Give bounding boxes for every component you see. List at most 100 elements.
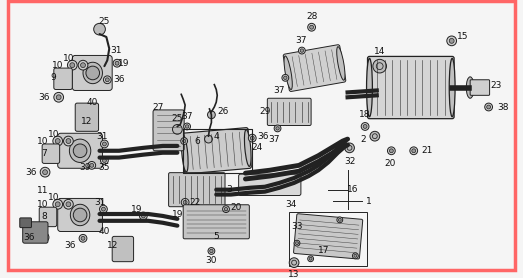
Text: 26: 26 bbox=[218, 107, 229, 116]
Circle shape bbox=[283, 76, 287, 80]
Circle shape bbox=[223, 206, 230, 213]
Text: 17: 17 bbox=[317, 247, 329, 255]
Circle shape bbox=[276, 127, 279, 130]
FancyBboxPatch shape bbox=[72, 55, 112, 90]
FancyBboxPatch shape bbox=[267, 98, 311, 125]
Text: 29: 29 bbox=[259, 107, 270, 116]
Circle shape bbox=[81, 236, 85, 240]
FancyBboxPatch shape bbox=[283, 45, 346, 91]
Circle shape bbox=[53, 136, 63, 146]
Circle shape bbox=[361, 123, 369, 130]
Text: 34: 34 bbox=[286, 200, 297, 209]
Text: 36: 36 bbox=[257, 132, 269, 141]
Ellipse shape bbox=[367, 58, 372, 117]
Text: 36: 36 bbox=[113, 75, 125, 84]
Circle shape bbox=[309, 257, 312, 260]
Circle shape bbox=[99, 205, 107, 213]
Circle shape bbox=[183, 139, 186, 143]
Text: 15: 15 bbox=[457, 33, 468, 41]
FancyBboxPatch shape bbox=[20, 218, 31, 228]
Text: 19: 19 bbox=[131, 205, 142, 214]
Circle shape bbox=[282, 75, 289, 81]
Text: 16: 16 bbox=[347, 185, 358, 194]
Text: 23: 23 bbox=[491, 81, 502, 90]
Circle shape bbox=[412, 149, 416, 153]
Circle shape bbox=[56, 95, 61, 100]
FancyBboxPatch shape bbox=[58, 198, 103, 232]
Circle shape bbox=[79, 234, 87, 242]
Ellipse shape bbox=[284, 56, 292, 90]
Text: 13: 13 bbox=[288, 270, 300, 278]
Circle shape bbox=[67, 60, 77, 70]
Circle shape bbox=[54, 92, 64, 102]
FancyBboxPatch shape bbox=[54, 68, 72, 90]
FancyBboxPatch shape bbox=[238, 174, 301, 195]
Circle shape bbox=[210, 249, 213, 253]
Circle shape bbox=[103, 158, 106, 162]
FancyBboxPatch shape bbox=[183, 205, 249, 239]
FancyBboxPatch shape bbox=[112, 236, 133, 262]
Text: 19: 19 bbox=[118, 59, 130, 68]
Circle shape bbox=[184, 123, 190, 130]
Circle shape bbox=[410, 147, 418, 155]
Circle shape bbox=[70, 63, 75, 68]
Text: 28: 28 bbox=[306, 12, 317, 21]
Circle shape bbox=[64, 136, 73, 146]
Circle shape bbox=[363, 125, 367, 128]
Text: 33: 33 bbox=[291, 222, 303, 231]
Circle shape bbox=[39, 232, 49, 242]
Circle shape bbox=[208, 248, 215, 254]
Text: 31: 31 bbox=[97, 132, 108, 141]
Circle shape bbox=[183, 200, 187, 204]
Circle shape bbox=[373, 59, 386, 73]
Text: 18: 18 bbox=[359, 110, 371, 119]
Circle shape bbox=[449, 38, 454, 43]
Text: 9: 9 bbox=[50, 73, 56, 82]
Circle shape bbox=[390, 149, 393, 153]
Text: 12: 12 bbox=[107, 241, 118, 250]
Text: 19: 19 bbox=[172, 210, 183, 219]
Circle shape bbox=[208, 111, 215, 119]
Text: 36: 36 bbox=[24, 233, 35, 242]
Circle shape bbox=[224, 207, 228, 211]
Circle shape bbox=[353, 253, 358, 259]
FancyBboxPatch shape bbox=[153, 110, 184, 151]
Circle shape bbox=[294, 240, 300, 246]
Circle shape bbox=[81, 63, 85, 68]
Text: 6: 6 bbox=[194, 136, 200, 146]
Circle shape bbox=[173, 125, 182, 134]
Circle shape bbox=[100, 140, 108, 148]
FancyBboxPatch shape bbox=[22, 222, 48, 243]
Circle shape bbox=[185, 125, 189, 128]
Text: 37: 37 bbox=[274, 86, 285, 95]
Circle shape bbox=[43, 170, 48, 175]
Circle shape bbox=[104, 76, 111, 84]
Circle shape bbox=[88, 162, 96, 169]
FancyBboxPatch shape bbox=[168, 173, 225, 207]
Circle shape bbox=[388, 147, 395, 155]
Circle shape bbox=[55, 202, 60, 207]
Text: 39: 39 bbox=[79, 163, 90, 172]
Circle shape bbox=[103, 142, 106, 146]
FancyBboxPatch shape bbox=[58, 133, 103, 168]
Text: 10: 10 bbox=[48, 193, 60, 202]
Text: 22: 22 bbox=[189, 198, 200, 207]
Circle shape bbox=[100, 157, 108, 164]
Text: 27: 27 bbox=[152, 103, 164, 111]
Text: 37: 37 bbox=[181, 112, 193, 121]
Circle shape bbox=[42, 235, 47, 240]
Circle shape bbox=[447, 36, 457, 46]
Circle shape bbox=[73, 208, 87, 222]
FancyBboxPatch shape bbox=[42, 144, 60, 163]
Text: 7: 7 bbox=[41, 149, 47, 158]
Text: 10: 10 bbox=[48, 130, 60, 139]
Circle shape bbox=[337, 217, 343, 223]
Ellipse shape bbox=[244, 130, 251, 167]
Circle shape bbox=[181, 198, 189, 206]
Circle shape bbox=[101, 207, 105, 211]
Ellipse shape bbox=[467, 77, 474, 98]
Ellipse shape bbox=[71, 204, 90, 226]
FancyBboxPatch shape bbox=[470, 80, 490, 95]
Circle shape bbox=[310, 25, 314, 29]
Circle shape bbox=[66, 139, 71, 143]
